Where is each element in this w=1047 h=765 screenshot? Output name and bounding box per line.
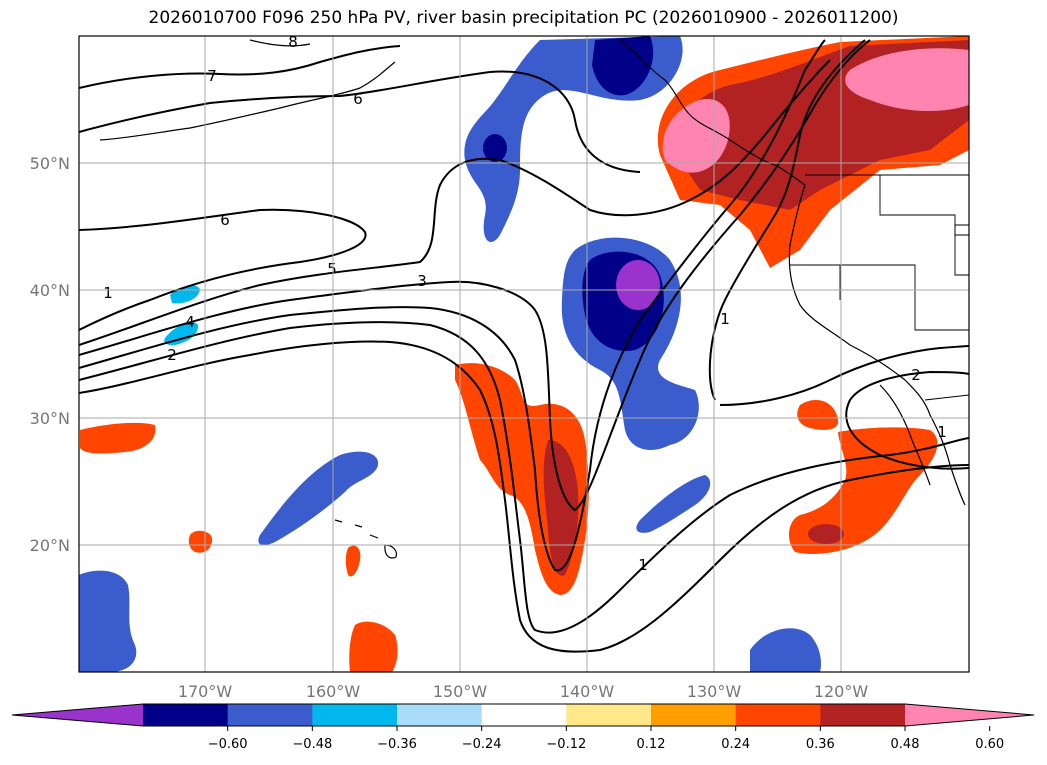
colorbar-tick-label: 0.48 (891, 737, 920, 752)
colorbar-bin (312, 704, 398, 726)
pv-contours (79, 39, 969, 653)
colorbar-bin (820, 704, 906, 726)
colorbar-extend-low (12, 704, 143, 726)
contour-label-5: 5 (327, 260, 337, 278)
positive-anomaly-small-1 (188, 530, 213, 553)
contour-label-6b: 6 (220, 211, 230, 229)
contour-label-6a: 6 (353, 90, 363, 108)
negative-anomaly-southwest (79, 570, 137, 672)
contour-label-8: 8 (288, 33, 298, 51)
contour-label-2b: 2 (911, 366, 921, 384)
lon-label-150w: 150°W (433, 682, 488, 701)
colorbar-tick-label: 0.12 (637, 737, 666, 752)
negative-anomaly-hawaii (258, 451, 379, 546)
plot-frame (78, 35, 970, 673)
colorbar-bin (143, 704, 229, 726)
colorbar-tick-label: −0.48 (292, 737, 332, 752)
colorbar (11, 703, 1035, 727)
positive-anomaly-west (80, 422, 156, 454)
positive-anomaly-east-small (797, 400, 839, 430)
map-title: 2026010700 F096 250 hPa PV, river basin … (148, 8, 899, 28)
lat-label-30n: 30°N (30, 409, 70, 428)
negative-anomaly-cyan-2 (164, 322, 199, 346)
lat-label-20n: 20°N (30, 536, 70, 555)
colorbar-tick-label: 0.24 (721, 737, 750, 752)
colorbar-extend-high (905, 704, 1034, 726)
colorbar-tick-label: −0.24 (462, 737, 502, 752)
positive-anomaly-south (349, 621, 398, 672)
colorbar-tick-label: 0.36 (806, 737, 835, 752)
contour-label-1a: 1 (103, 284, 113, 302)
colorbar-tick-label: −0.12 (546, 737, 586, 752)
lat-label-40n: 40°N (30, 281, 70, 300)
contour-label-4: 4 (185, 313, 195, 331)
gridlines (79, 36, 969, 672)
colorbar-bin (481, 704, 567, 726)
colorbar-tick-label: −0.60 (208, 737, 248, 752)
contour-label-2a: 2 (167, 346, 177, 364)
contour-label-1c: 1 (638, 556, 648, 574)
lon-label-120w: 120°W (814, 682, 869, 701)
positive-anomaly-small-2 (345, 545, 361, 577)
longitude-labels: 170°W 160°W 150°W 140°W 130°W 120°W (178, 682, 869, 701)
negative-anomaly-central (561, 237, 699, 450)
colorbar-ticks: −0.60 −0.48 −0.36 −0.24 −0.12 0.12 0.24 0.36 0.4… (208, 726, 1004, 752)
contour-label-1b: 1 (720, 310, 730, 328)
colorbar-bin (735, 704, 821, 726)
lat-label-50n: 50°N (30, 154, 70, 173)
negative-anomaly-subtropical-east (636, 475, 711, 533)
lon-label-170w: 170°W (178, 682, 233, 701)
lon-label-160w: 160°W (306, 682, 361, 701)
contour-label-7: 7 (207, 67, 217, 85)
contour-labels: 8 7 6 6 5 4 3 2 1 1 1 2 1 (103, 33, 947, 574)
lon-label-130w: 130°W (687, 682, 742, 701)
negative-anomaly-south-east (750, 628, 821, 672)
colorbar-bin (651, 704, 737, 726)
political-borders (790, 174, 969, 401)
colorbar-bin (397, 704, 483, 726)
contour-label-3: 3 (417, 272, 427, 290)
colorbar-bin (566, 704, 652, 726)
positive-anomaly-subtropical (455, 363, 589, 595)
colorbar-outline (11, 703, 1035, 727)
colorbar-tick-label: 0.60 (975, 737, 1004, 752)
negative-anomaly-north (464, 36, 683, 243)
colorbar-tick-label: −0.36 (377, 737, 417, 752)
contour-label-1d: 1 (937, 423, 947, 441)
positive-anomaly-northeast (657, 36, 969, 268)
positive-anomaly-southeast (788, 427, 938, 554)
colorbar-bin (227, 704, 313, 726)
lon-label-140w: 140°W (560, 682, 615, 701)
latitude-labels: 50°N 40°N 30°N 20°N (30, 154, 70, 555)
coastlines (99, 39, 966, 559)
